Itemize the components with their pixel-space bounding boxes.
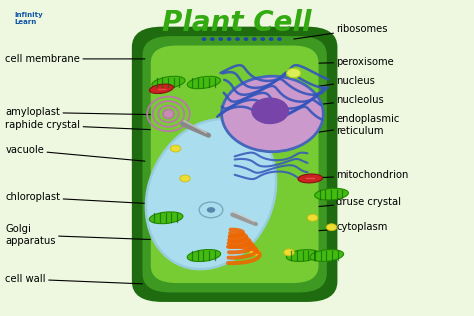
Ellipse shape [310,250,344,261]
Ellipse shape [298,174,322,183]
Text: vacuole: vacuole [5,145,145,161]
Ellipse shape [146,119,276,269]
Ellipse shape [180,175,190,182]
Text: nucleolus: nucleolus [292,95,384,108]
Ellipse shape [315,188,348,200]
Ellipse shape [244,37,248,41]
Ellipse shape [187,250,221,262]
FancyBboxPatch shape [151,46,319,283]
Ellipse shape [164,111,173,118]
Text: cell wall: cell wall [5,274,143,284]
Text: peroxisome: peroxisome [299,57,394,67]
Ellipse shape [152,76,185,89]
Ellipse shape [260,37,265,41]
Text: ribosomes: ribosomes [294,24,388,39]
Ellipse shape [286,250,320,261]
Ellipse shape [187,76,220,89]
Ellipse shape [326,224,337,231]
Text: Plant Cell: Plant Cell [162,9,312,37]
Text: Infinity
Learn: Infinity Learn [15,12,44,25]
Ellipse shape [269,37,273,41]
Text: cytoplasm: cytoplasm [284,222,388,234]
Text: Golgi
apparatus: Golgi apparatus [5,224,159,246]
Ellipse shape [252,37,257,41]
Ellipse shape [250,249,260,256]
Text: raphide crystal: raphide crystal [5,120,152,130]
Ellipse shape [210,37,215,41]
Text: druse crystal: druse crystal [292,197,401,209]
Ellipse shape [235,37,240,41]
Text: chloroplast: chloroplast [5,192,150,204]
FancyBboxPatch shape [132,27,337,302]
FancyBboxPatch shape [143,36,327,293]
Text: nucleus: nucleus [301,76,375,89]
Ellipse shape [149,84,173,94]
Ellipse shape [277,37,282,41]
Ellipse shape [149,212,183,224]
Ellipse shape [219,37,223,41]
Text: cell membrane: cell membrane [5,54,145,64]
Text: mitochondrion: mitochondrion [301,170,409,180]
Ellipse shape [201,37,206,41]
Ellipse shape [222,76,323,152]
Ellipse shape [227,37,231,41]
Ellipse shape [287,68,301,78]
Ellipse shape [207,207,215,213]
Text: amyloplast: amyloplast [5,107,152,117]
Ellipse shape [170,145,181,152]
Ellipse shape [284,249,294,256]
Ellipse shape [251,97,289,124]
Text: endoplasmic
reticulum: endoplasmic reticulum [303,114,400,136]
Ellipse shape [308,214,318,221]
